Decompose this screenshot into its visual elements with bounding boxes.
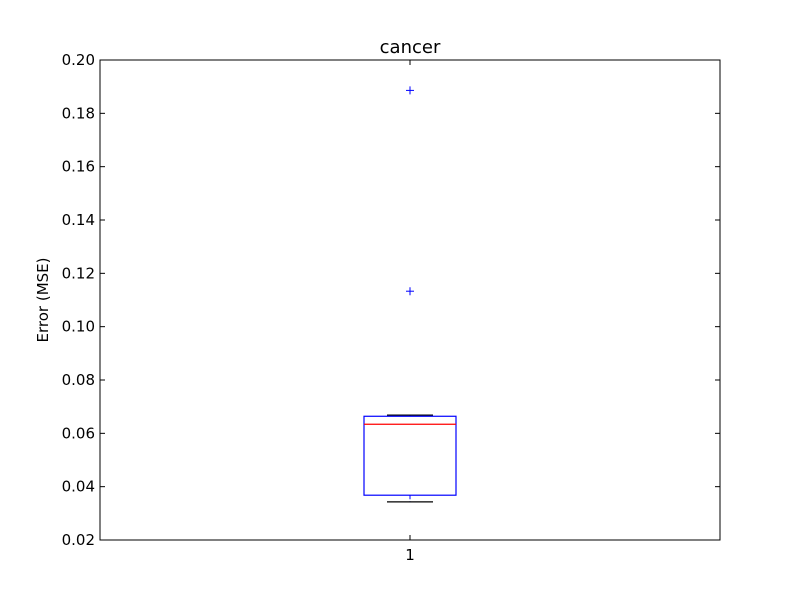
x-tick-label: 1 <box>405 546 415 564</box>
y-tick-label: 0.12 <box>62 264 95 282</box>
y-tick-label: 0.16 <box>62 158 95 176</box>
axes-frame <box>99 59 721 541</box>
y-tick-label: 0.20 <box>62 51 95 69</box>
outlier-point <box>406 86 414 95</box>
chart-title: cancer <box>380 37 441 58</box>
y-tick-label: 0.08 <box>62 371 95 389</box>
y-tick-label: 0.06 <box>62 424 95 442</box>
y-tick-label: 0.04 <box>62 478 95 496</box>
y-tick-label: 0.18 <box>62 104 95 122</box>
y-tick-label: 0.02 <box>62 531 95 549</box>
outlier-point <box>406 287 414 296</box>
box-iqr <box>363 415 457 496</box>
plot-area: 0.02 0.04 0.06 0.08 0.10 0.12 0.14 0.16 0.18 0.20… <box>62 51 721 564</box>
y-tick-label: 0.14 <box>62 211 95 229</box>
y-axis-label: Error (MSE) <box>34 258 52 343</box>
y-tick-label: 0.10 <box>62 318 95 336</box>
